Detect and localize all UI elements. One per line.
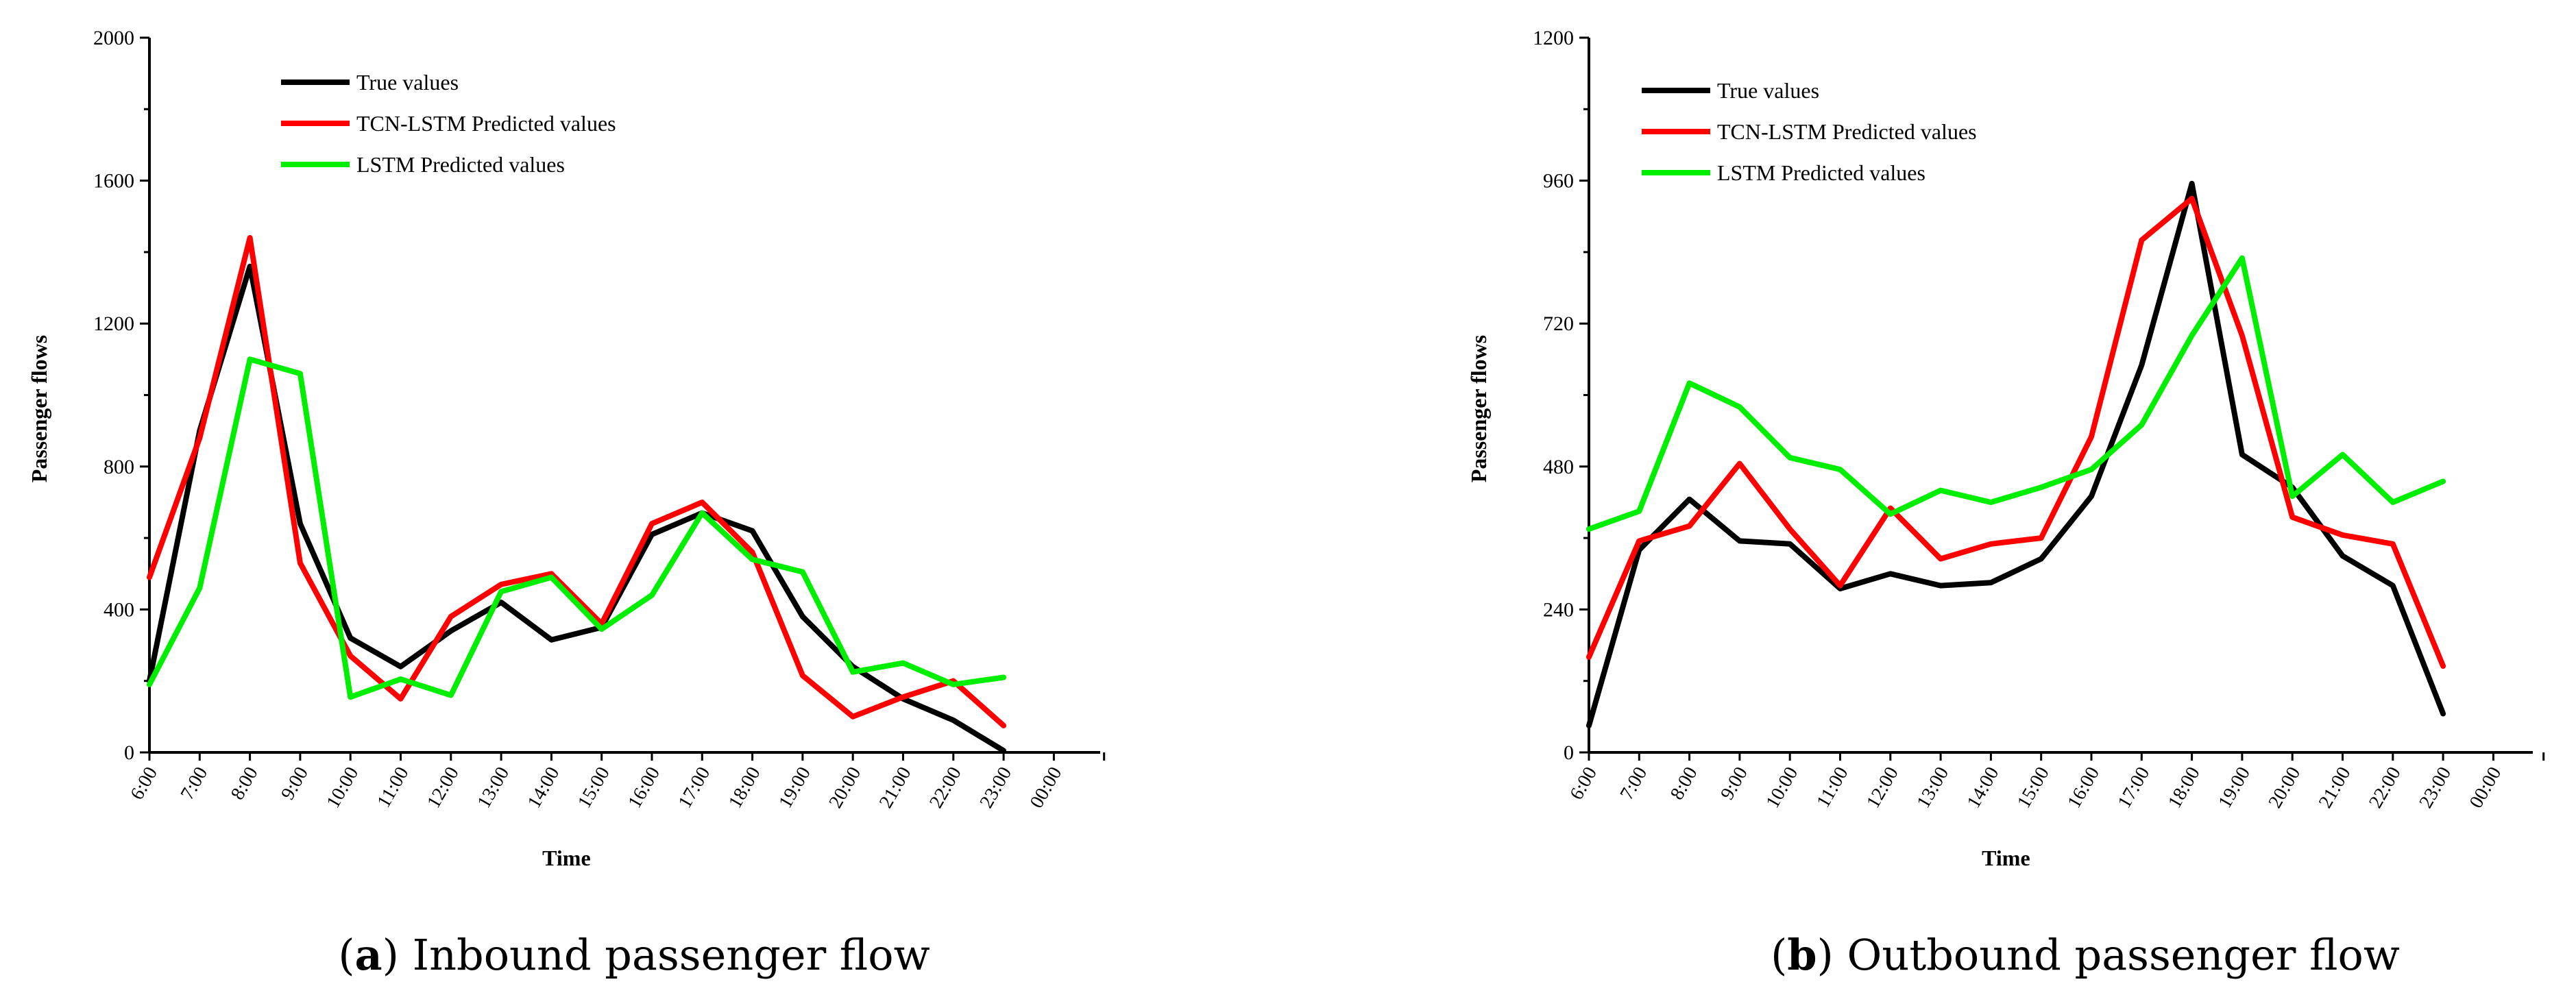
legend: True values TCN-LSTM Predicted values LSTM… [281,70,616,177]
y-axis-title: Passenger flows [27,335,51,482]
series-line-tcn-lstm-predicted-values [1586,195,2446,669]
x-tick-label: 19:00 [775,763,815,812]
x-tick-label: 9:00 [277,763,313,804]
x-tick-label: 20:00 [2265,763,2305,812]
series-line-lstm-predicted-values [1586,255,2446,532]
y-tick-label: 1200 [1533,27,1574,49]
x-tick-label: 7:00 [177,763,212,804]
x-tick-label: 23:00 [2415,763,2455,812]
x-tick-label: 9:00 [1716,763,1752,804]
legend-label: TCN-LSTM Predicted values [356,111,616,136]
x-tick-label: 10:00 [1762,763,1803,812]
x-tick-label: 7:00 [1616,763,1652,804]
series-line-true-values [1586,180,2446,728]
x-tick-label: 00:00 [1026,763,1067,812]
y-tick-label: 800 [104,456,134,478]
y-axis-title: Passenger flows [1466,335,1491,482]
legend: True values TCN-LSTM Predicted values LSTM… [1642,78,1977,185]
legend-label: TCN-LSTM Predicted values [1717,119,1977,144]
x-tick-label: 11:00 [373,763,413,811]
x-tick-label: 16:00 [2063,763,2104,812]
x-tick-label: 14:00 [524,763,564,812]
x-tick-label: 11:00 [1812,763,1852,811]
y-tick-label: 400 [104,598,134,621]
x-axis-title: Time [542,846,591,870]
x-tick-label: 23:00 [975,763,1016,812]
chart-inbound: 0 400 800 1200 1600 2000 6:00 7:00 8:00 9:00 10:00… [27,27,1106,980]
y-tick-label: 1200 [93,312,134,335]
legend-label: LSTM Predicted values [356,152,565,177]
y-tick-label: 2000 [93,27,134,49]
x-tick-label: 15:00 [2013,763,2054,812]
x-tick-label: 14:00 [1963,763,2004,812]
x-tick-label: 12:00 [1862,763,1903,812]
legend-label: True values [1717,78,1819,103]
x-tick-label: 6:00 [1566,763,1601,804]
x-tick-label: 22:00 [2365,763,2405,812]
series-line-true-values [147,263,1007,754]
x-axis-title: Time [1982,846,2030,870]
y-tick-label: 960 [1543,170,1574,193]
x-tick-label: 20:00 [825,763,866,812]
y-tick-label: 0 [1564,741,1574,764]
x-tick-label: 21:00 [875,763,916,812]
x-tick-label: 16:00 [624,763,664,812]
y-tick-label: 0 [124,741,134,764]
x-tick-label: 18:00 [725,763,765,812]
x-tick-label: 17:00 [675,763,715,812]
x-tick-label: 22:00 [925,763,966,812]
y-tick-label: 1600 [93,170,134,193]
x-tick-label: 18:00 [2164,763,2204,812]
x-tick-label: 6:00 [126,763,162,804]
x-tick-label: 17:00 [2114,763,2154,812]
x-tick-label: 00:00 [2466,763,2506,812]
x-tick-label: 8:00 [227,763,263,804]
y-tick-label: 240 [1543,598,1574,621]
y-tick-label: 720 [1543,312,1574,335]
chart-outbound: 0 240 480 720 960 1200 6:00 7:00 8:00 9:00 10:00 11… [1466,27,2545,980]
x-tick-label: 15:00 [574,763,614,812]
x-tick-label: 12:00 [423,763,463,812]
figure-caption: (b) Outbound passenger flow [1771,930,2400,980]
x-tick-label: 10:00 [323,763,363,812]
x-tick-label: 21:00 [2315,763,2355,812]
x-tick-label: 8:00 [1666,763,1702,804]
series-line-tcn-lstm-predicted-values [147,235,1007,728]
figure-caption: (a) Inbound passenger flow [338,930,929,980]
y-tick-label: 480 [1543,456,1574,478]
series-line-lstm-predicted-values [147,356,1007,700]
x-tick-label: 13:00 [473,763,513,812]
legend-label: True values [356,70,459,95]
x-tick-label: 13:00 [1912,763,1953,812]
legend-label: LSTM Predicted values [1717,160,1925,185]
x-tick-label: 19:00 [2214,763,2255,812]
